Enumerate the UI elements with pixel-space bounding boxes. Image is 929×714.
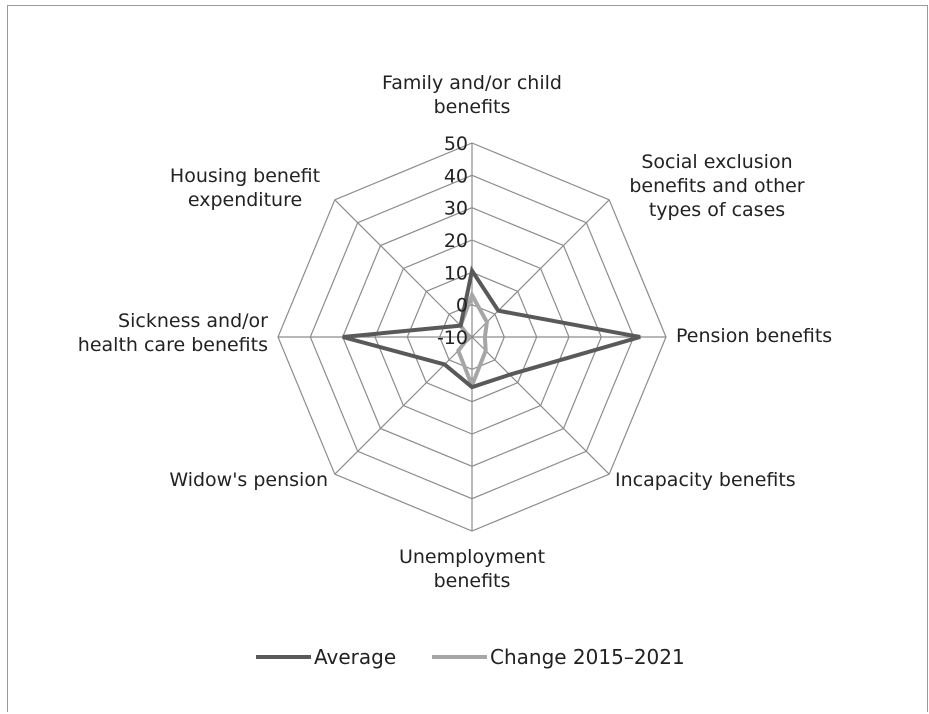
spoke-7 (334, 199, 473, 338)
category-label: Housing benefit expenditure (170, 165, 320, 211)
category-label: Sickness and/or health care benefits (78, 310, 268, 356)
radial-tick-labels: -10 0 10 20 30 40 50 (437, 133, 468, 349)
category-labels: Family and/or child benefits Social exclus… (78, 72, 832, 592)
radar-series (342, 265, 641, 391)
radar-spokes (278, 143, 666, 531)
category-label: Unemployment benefits (399, 546, 545, 592)
series-line-0 (342, 265, 641, 390)
tick-label: 30 (444, 198, 468, 220)
spoke-1 (471, 199, 610, 338)
spoke-5 (334, 336, 473, 475)
tick-label: -10 (437, 327, 468, 349)
category-label: Widow's pension (169, 469, 328, 491)
legend-label-1: Change 2015–2021 (490, 645, 685, 669)
category-label: Incapacity benefits (615, 469, 796, 491)
category-label: Social exclusion benefits and other types … (629, 151, 804, 221)
tick-label: 0 (456, 295, 468, 317)
tick-label: 20 (444, 230, 468, 252)
tick-label: 10 (444, 262, 468, 284)
tick-label: 50 (444, 133, 468, 155)
category-label: Family and/or child benefits (382, 72, 562, 118)
spoke-3 (471, 336, 610, 475)
chart-frame (7, 5, 928, 712)
legend-label-0: Average (314, 645, 396, 669)
tick-label: 40 (444, 165, 468, 187)
category-label: Pension benefits (676, 325, 832, 347)
legend: Average Change 2015–2021 (256, 645, 685, 669)
